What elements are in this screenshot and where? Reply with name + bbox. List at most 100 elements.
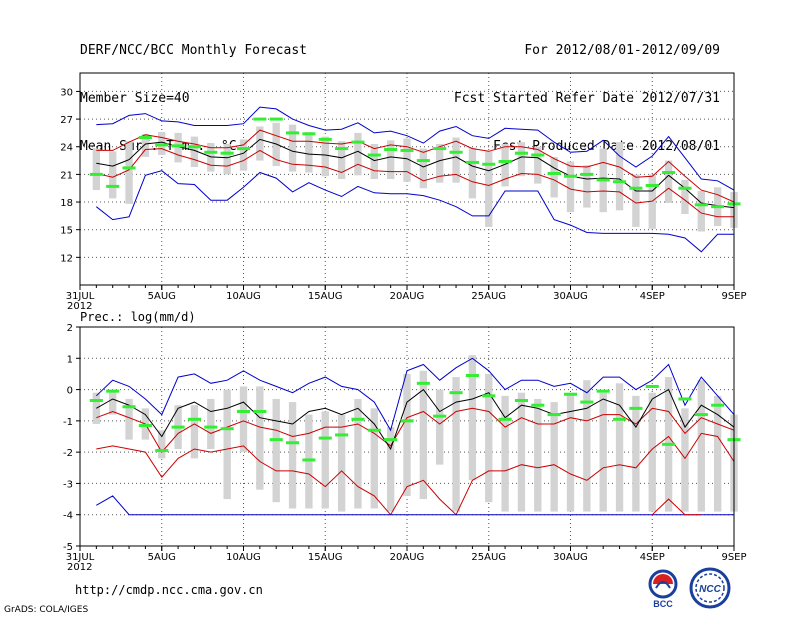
prec-mode-marker (694, 413, 708, 417)
prec-mode-marker (416, 381, 430, 385)
temp-mode-marker (204, 150, 218, 154)
temp-mode-marker (351, 140, 365, 144)
temp-mode-marker (367, 153, 381, 157)
prec-mode-marker (187, 417, 201, 421)
prec-mode-marker (645, 384, 659, 388)
temp-mode-marker (580, 172, 594, 176)
prec-y-tick-label: 0 (67, 386, 73, 397)
temp-mode-marker (449, 150, 463, 154)
prec-spread-bar (256, 386, 264, 490)
temp-spread-bar (534, 146, 542, 184)
prec-y-tick-label: -5 (63, 542, 73, 553)
prec-x-tick-label: 10AUG (226, 552, 261, 563)
prec-spread-bar (566, 392, 575, 512)
temp-mode-marker (645, 183, 659, 187)
temp-x-tick-label: 20AUG (390, 291, 425, 302)
prec-series-ensemble-min (96, 495, 734, 516)
temp-x-tick-label: 5AUG (148, 291, 176, 302)
prec-mode-marker (662, 442, 676, 446)
temp-spread-bar (436, 143, 444, 183)
prec-series-lower-spread-tail (651, 498, 702, 516)
temp-mode-marker (629, 186, 643, 190)
prec-mode-marker (351, 417, 365, 421)
prec-spread-bar (501, 395, 509, 512)
temp-spread-bar (321, 136, 329, 177)
prec-mode-marker (613, 417, 627, 421)
temp-mode-marker (433, 147, 447, 151)
precip-panel-title: Prec.: log(mm/d) (80, 310, 196, 324)
prec-mode-marker (138, 424, 152, 428)
prec-mode-marker (269, 438, 283, 442)
temp-mode-marker (465, 160, 479, 164)
prec-mode-marker (302, 458, 316, 462)
prec-x-year-label: 2012 (67, 562, 92, 573)
prec-spread-bar (632, 395, 640, 512)
prec-mode-marker (89, 399, 103, 403)
temp-x-tick-label: 31JUL (66, 291, 95, 302)
prec-spread-bar (419, 370, 428, 500)
temp-spread-bar (109, 151, 117, 199)
temp-mode-marker (106, 184, 120, 188)
prec-spread-bar (485, 373, 493, 503)
temp-spread-bar (92, 148, 101, 191)
temp-y-tick-label: 18 (60, 198, 73, 209)
temp-spread-bar (566, 161, 575, 213)
prec-spread-bar (354, 398, 362, 509)
temp-spread-bar (305, 131, 313, 173)
temp-mode-marker (335, 147, 349, 151)
temp-mode-marker (318, 137, 332, 141)
temp-spread-bar (354, 132, 362, 176)
prec-mode-marker (155, 449, 169, 453)
prec-mode-marker (204, 425, 218, 429)
temp-mode-marker (613, 180, 627, 184)
temp-spread-bar (583, 165, 591, 208)
prec-mode-marker (253, 409, 267, 413)
temp-spread-bar (288, 124, 297, 172)
temp-mode-marker (138, 136, 152, 140)
ncc-logo-text: NCC (699, 584, 721, 595)
temp-spread-bar (174, 132, 182, 163)
prec-spread-bar (223, 389, 231, 500)
prec-mode-marker (482, 394, 496, 398)
prec-mode-marker (563, 392, 578, 396)
temp-x-tick-label: 4SEP (640, 291, 665, 302)
temp-spread-bar (632, 174, 640, 227)
prec-spread-bar (403, 373, 411, 496)
prec-spread-bar (648, 392, 656, 512)
prec-y-tick-label: 2 (67, 323, 73, 334)
prec-spread-bar (337, 414, 346, 512)
temp-mode-marker (531, 153, 545, 157)
temp-spread-bar (419, 148, 428, 189)
prec-mode-marker (547, 413, 561, 417)
website-url[interactable]: http://cmdp.ncc.cma.gov.cn (75, 583, 263, 597)
temp-mode-marker (547, 171, 561, 175)
prec-spread-bar (697, 380, 705, 512)
temp-y-tick-label: 24 (60, 143, 73, 154)
prec-mode-marker (449, 391, 463, 395)
temp-x-tick-label: 15AUG (308, 291, 343, 302)
temp-spread-bar (452, 137, 460, 183)
temp-spread-bar (403, 138, 411, 182)
prec-mode-marker (711, 403, 725, 407)
prec-spread-bar (190, 405, 199, 459)
temp-spread-bar (256, 126, 264, 161)
temp-mode-marker (514, 151, 528, 155)
temp-spread-bar (485, 151, 493, 227)
prec-mode-marker (596, 389, 610, 393)
temp-spread-bar (370, 143, 378, 179)
prec-spread-bar (599, 392, 607, 512)
prec-spread-bar (436, 389, 444, 465)
ncc-logo: NCC (689, 567, 731, 609)
prec-series-ensemble-mean (96, 388, 735, 451)
prec-spread-bar (239, 386, 248, 453)
temp-mode-marker (711, 205, 725, 209)
temp-mode-marker (678, 186, 692, 190)
prec-mode-marker (122, 405, 136, 409)
forecast-start-date: Fcst Started Refer Date 2012/07/31 (453, 91, 720, 106)
prec-x-tick-label: 15AUG (308, 552, 343, 563)
temp-spread-bar (125, 141, 133, 204)
temp-series-ensemble-mean (96, 138, 735, 209)
prec-spread-bar (681, 408, 689, 512)
temp-mode-marker (302, 132, 316, 136)
prec-series-ensemble-max (95, 357, 735, 432)
